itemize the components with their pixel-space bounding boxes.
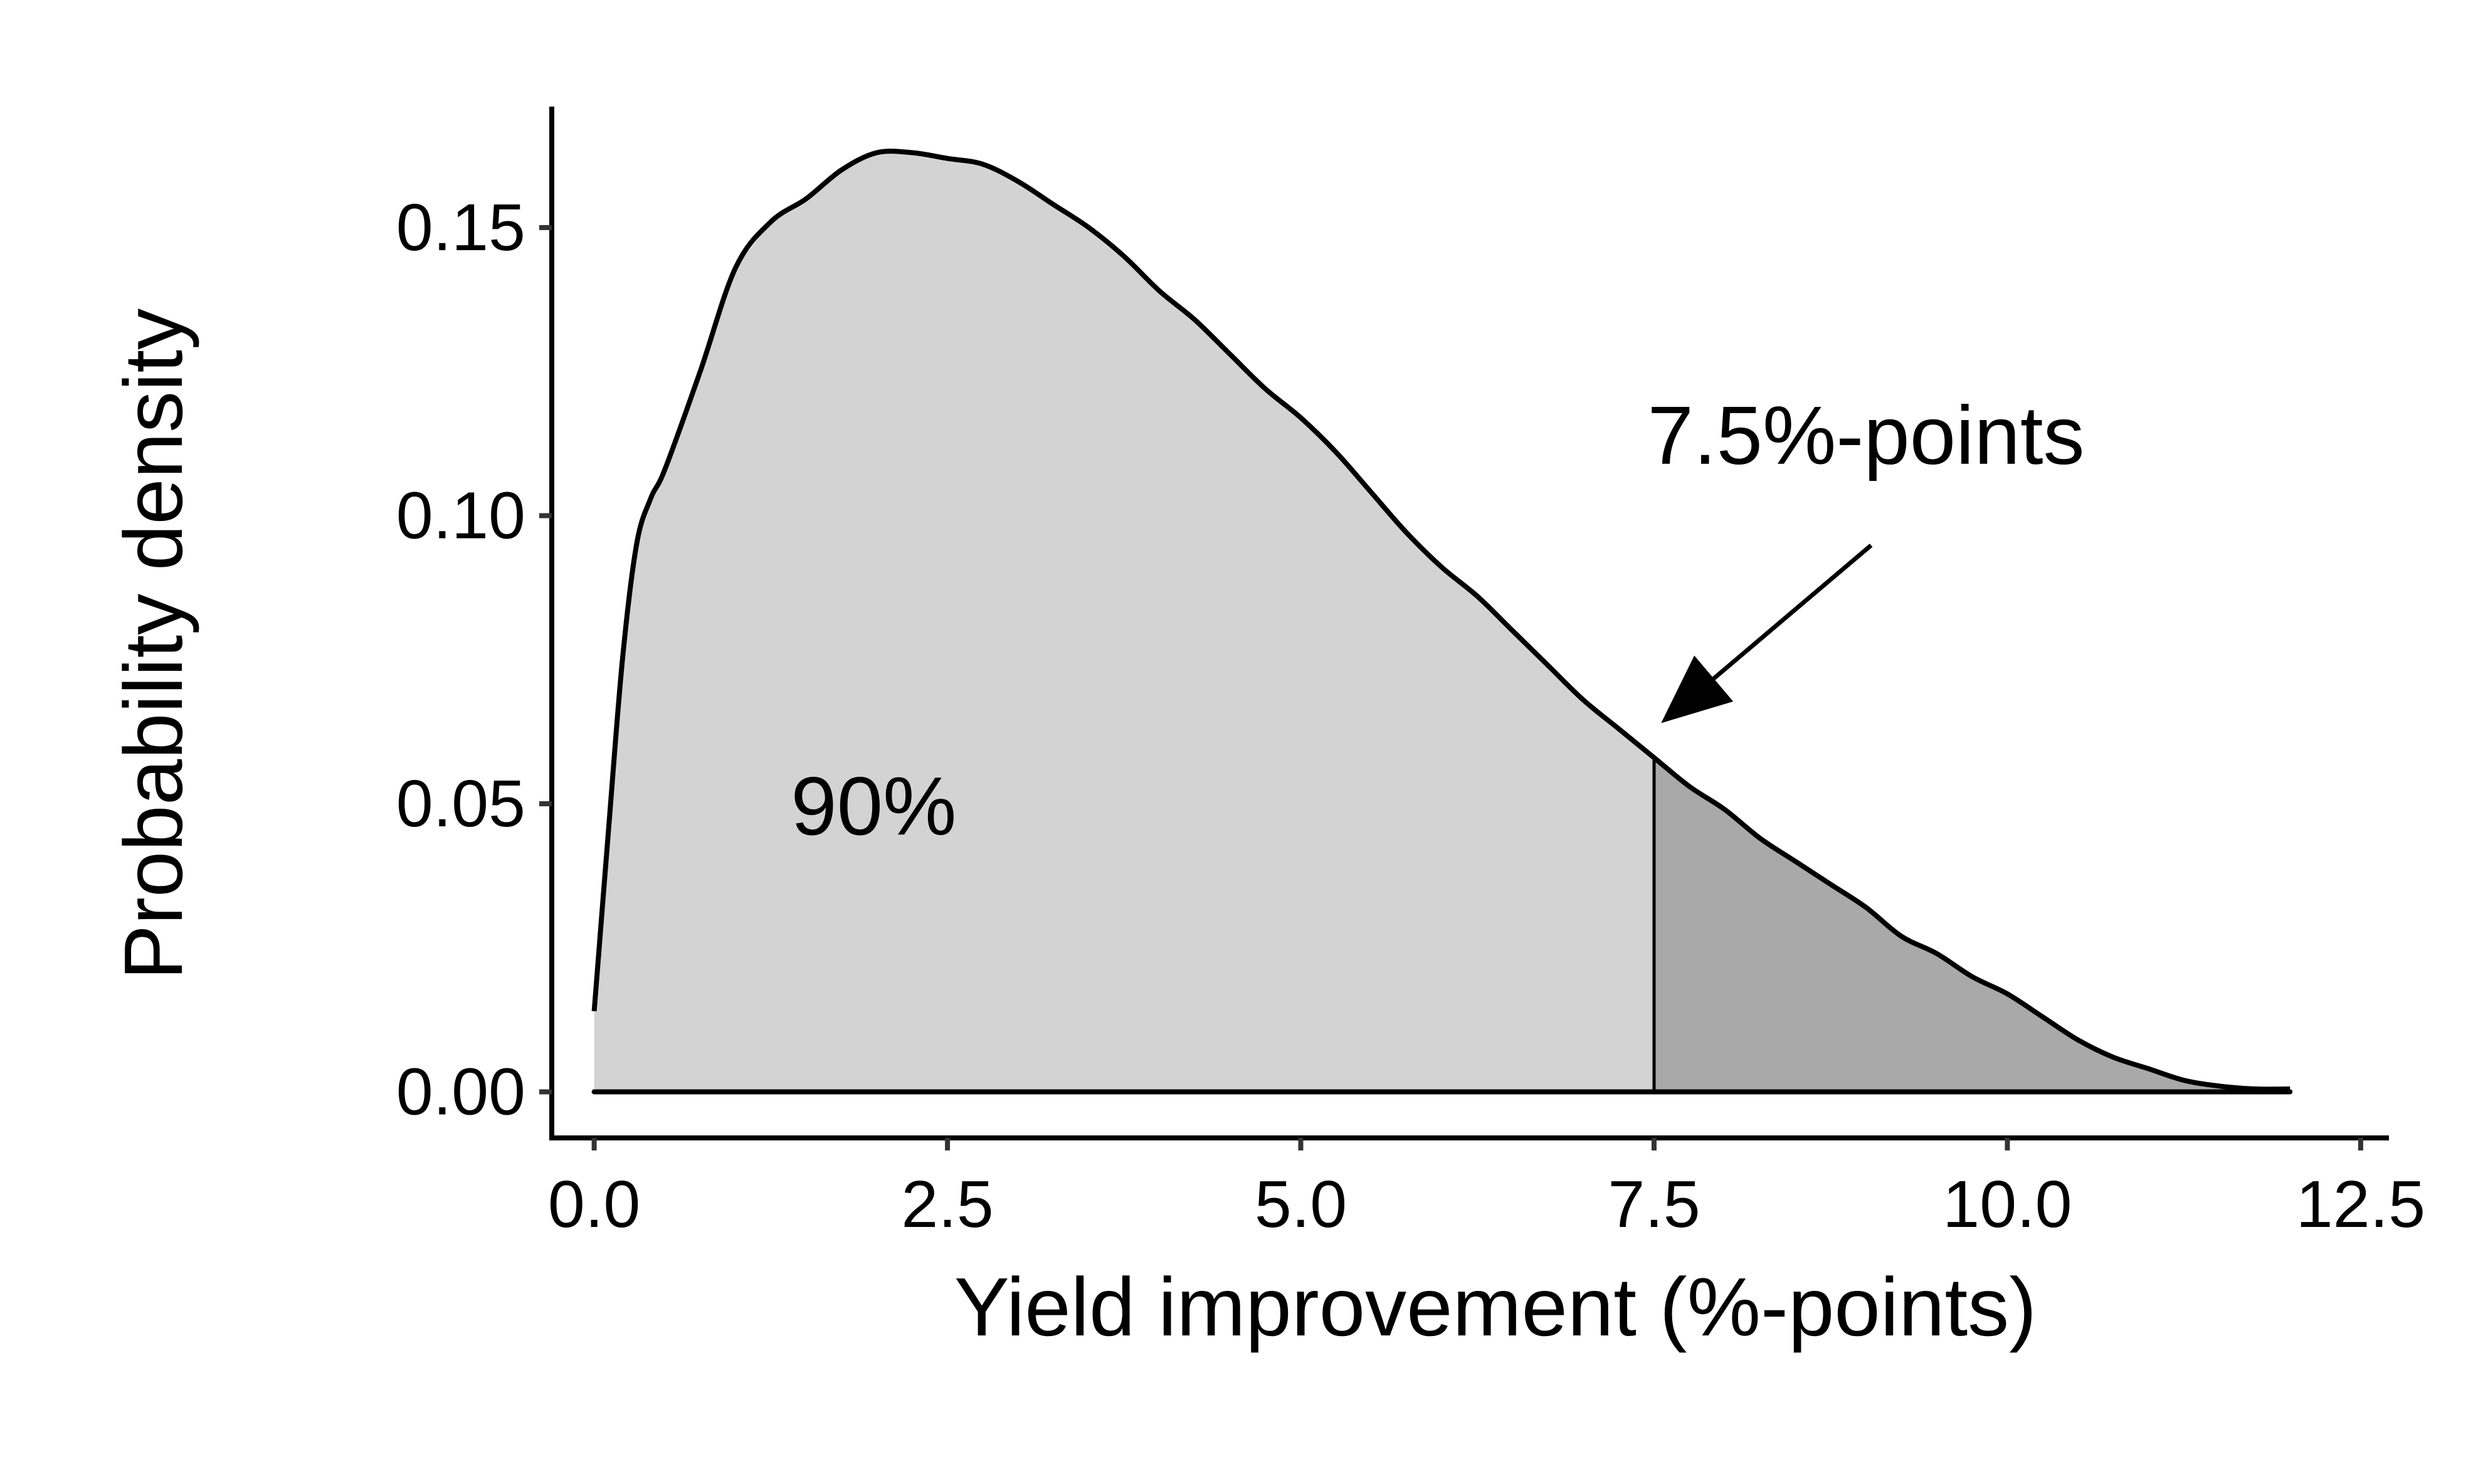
x-tick-label: 0.0 (548, 1167, 640, 1241)
x-tick-label: 12.5 (2296, 1167, 2425, 1241)
shaded-regions (594, 152, 2290, 1092)
region-percent-label: 90% (791, 760, 956, 852)
x-tick-label: 7.5 (1608, 1167, 1700, 1241)
density-curve (591, 149, 2290, 1092)
x-tick-label: 2.5 (901, 1167, 993, 1241)
threshold-annotation-label: 7.5%-points (1648, 389, 2085, 482)
y-tick-label: 0.15 (396, 191, 525, 265)
annotations: 7.5%-points 90% (791, 389, 2084, 852)
annotation-arrow-shaft (1712, 544, 1873, 680)
y-axis-title: Probability density (107, 308, 199, 980)
x-tick-label: 5.0 (1255, 1167, 1347, 1241)
y-tick-label: 0.10 (396, 478, 525, 552)
x-axis-title: Yield improvement (%-points) (954, 1261, 2037, 1353)
y-tick-label: 0.00 (396, 1055, 525, 1129)
x-tick-label: 10.0 (1942, 1167, 2072, 1241)
density-curve-layer (591, 149, 2293, 1095)
axes: 0.00 0.05 0.10 0.15 0.0 2.5 5.0 7.5 10.0 12.5 Yiel… (107, 107, 2425, 1353)
region-1 (1654, 757, 2290, 1092)
annotation-arrow-head (1661, 655, 1734, 724)
y-tick-label: 0.05 (396, 767, 525, 841)
region-0 (594, 152, 1654, 1092)
